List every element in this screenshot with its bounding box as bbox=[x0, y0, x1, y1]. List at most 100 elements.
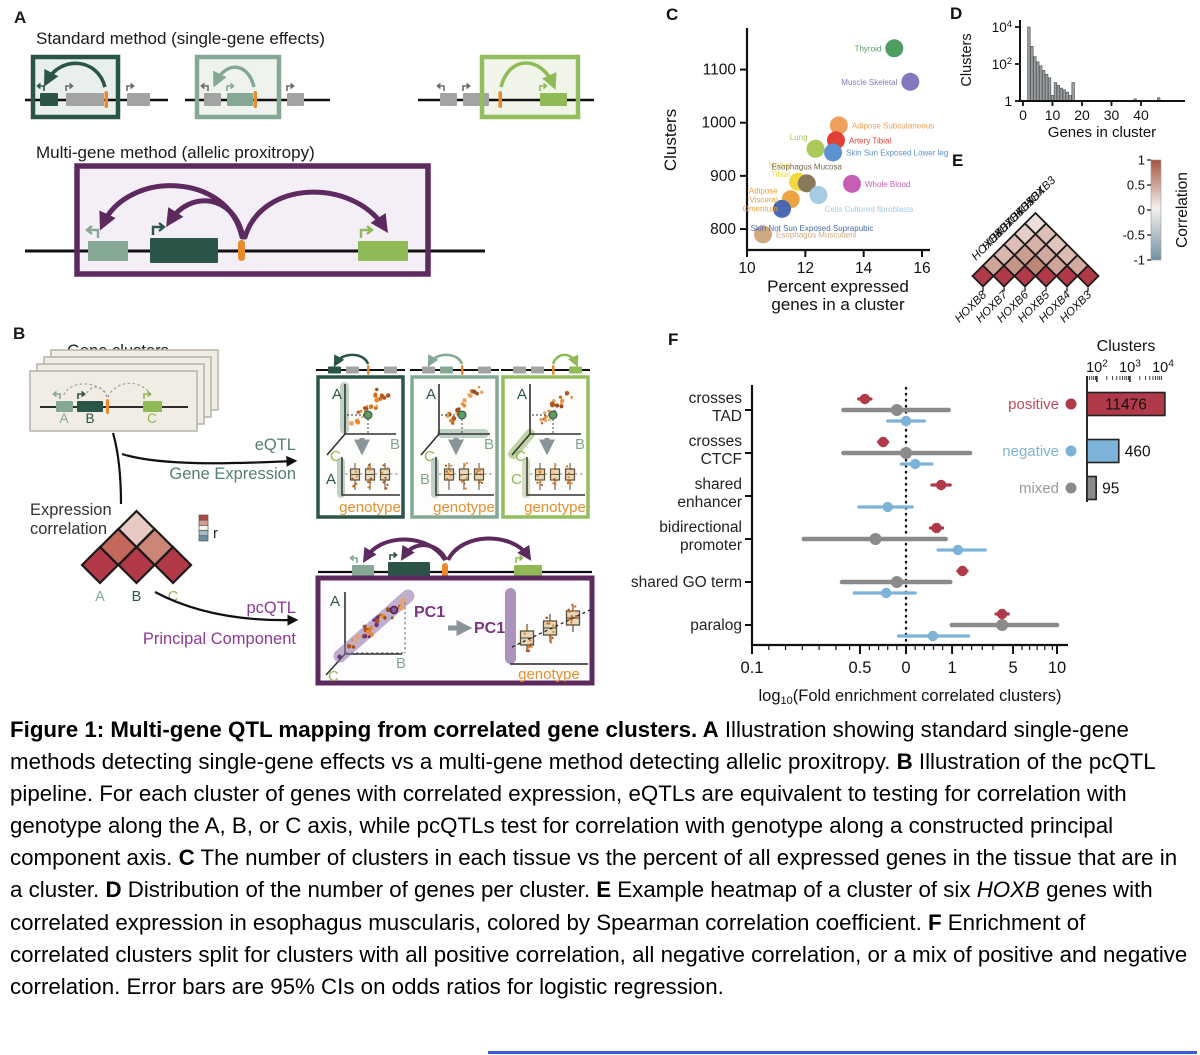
gene-a-dark bbox=[40, 93, 58, 106]
x-axis-title: log10(Fold enrichment correlated cluster… bbox=[759, 687, 1062, 707]
pc1-label: PC1 bbox=[474, 620, 505, 637]
highlight-dot bbox=[548, 410, 558, 420]
variant-tick bbox=[367, 365, 370, 375]
legend-axis-label: 102 bbox=[1086, 358, 1108, 376]
scatter-dot bbox=[359, 409, 363, 413]
hist-bar bbox=[1071, 82, 1075, 102]
y-tick-label: 900 bbox=[710, 168, 736, 185]
scatter-dot bbox=[471, 389, 477, 395]
gene-b-sage bbox=[227, 93, 253, 106]
variant-tick bbox=[104, 91, 108, 108]
caption-segment: Illustration showing standard single-gen… bbox=[10, 717, 1129, 775]
y-axis-title: Clusters bbox=[959, 33, 975, 86]
scatter-point-label: Adipose Subcutaneous bbox=[852, 121, 934, 130]
forest-point bbox=[927, 630, 939, 642]
forest-point bbox=[869, 533, 882, 545]
scatter-dot bbox=[570, 396, 574, 399]
legend-dot bbox=[1065, 445, 1077, 457]
gene-b-dark bbox=[150, 238, 218, 263]
axis-b-label: B bbox=[390, 436, 400, 453]
caption-segment: Enrichment of correlated clusters split … bbox=[10, 909, 1188, 999]
scatter-dot bbox=[373, 406, 378, 410]
x-axis-title: Percent expressed bbox=[767, 277, 909, 296]
scatter-point bbox=[824, 143, 843, 162]
category-label: TAD bbox=[712, 408, 742, 425]
label: B bbox=[396, 655, 406, 672]
scatter-dot bbox=[548, 418, 551, 422]
colorbar-tick-label: -0.5 bbox=[1123, 228, 1145, 243]
mini-correlation-heatmap: A B C r bbox=[80, 509, 218, 605]
axis-b-label: B bbox=[484, 436, 494, 453]
scatter-dot bbox=[477, 385, 481, 389]
hist-bar bbox=[1065, 91, 1069, 102]
scatter-dot bbox=[361, 415, 364, 419]
heatmap-gene-c-label: C bbox=[168, 589, 178, 605]
scatter-point bbox=[829, 116, 848, 135]
scatter-dot bbox=[363, 406, 367, 410]
colorbar-title: Correlation bbox=[1174, 172, 1191, 248]
scatter-point bbox=[806, 139, 825, 158]
boxplot-axis-label: A bbox=[326, 471, 336, 488]
legend-axis-label: 104 bbox=[1152, 358, 1174, 376]
scatter-dot bbox=[543, 411, 547, 415]
mini-gene bbox=[384, 366, 397, 374]
x-axis-title: genes in a cluster bbox=[771, 295, 905, 314]
scatter-dot bbox=[558, 395, 563, 400]
genotype-label: genotype bbox=[433, 499, 495, 516]
caption-segment: C bbox=[178, 845, 195, 871]
scatter-dot bbox=[451, 416, 457, 421]
panel-d-label: D bbox=[950, 4, 962, 23]
scatter-point bbox=[843, 174, 861, 193]
colorbar-tick-label: 0 bbox=[1138, 203, 1145, 218]
category-label: crosses bbox=[689, 433, 743, 450]
mini-gene bbox=[328, 366, 341, 374]
flow-curve bbox=[111, 432, 123, 505]
panel-f-label: F bbox=[668, 330, 678, 349]
axis-a-label: A bbox=[332, 386, 342, 403]
forest-point bbox=[957, 565, 968, 577]
x-tick-label: 0 bbox=[1019, 107, 1027, 123]
legend-entry-label: mixed bbox=[1019, 480, 1059, 497]
mini-gene bbox=[422, 366, 435, 374]
x-tick-label: 0 bbox=[901, 659, 910, 677]
panel-c-scatter: C 10 12 14 16 800 900 1000 1100 Clusters Percent e… bbox=[661, 5, 948, 314]
panel-c-label: C bbox=[666, 5, 678, 24]
panel-a-title-standard: Standard method (single-gene effects) bbox=[36, 29, 325, 48]
caption-segment: B bbox=[896, 749, 913, 775]
hist-bar bbox=[1062, 89, 1066, 102]
x-axis-title: Genes in cluster bbox=[1048, 124, 1156, 141]
panel-a-label: A bbox=[14, 8, 26, 27]
expression-corr-label-1: Expression bbox=[30, 501, 112, 519]
legend-entry-label: negative bbox=[1002, 443, 1059, 460]
gene-c-light bbox=[358, 241, 408, 261]
forest-point bbox=[996, 619, 1009, 631]
category-label: promoter bbox=[680, 537, 742, 554]
scatter-dot bbox=[554, 403, 560, 408]
highlight-dot bbox=[457, 410, 467, 420]
pcqtl-box: A B C PC1 PC1 genotype bbox=[315, 536, 595, 686]
cropped-link-line bbox=[488, 1051, 1197, 1054]
scatter-dot bbox=[468, 393, 473, 399]
panel-d-histogram: D 1 102 104 0 10 20 30 40 Clusters Genes in cluste… bbox=[950, 4, 1185, 141]
genotype-label: genotype bbox=[339, 499, 401, 516]
scatter-point bbox=[901, 72, 920, 91]
colorbar-tick-label: 1 bbox=[1138, 153, 1145, 168]
colorbar-tick-label: 0.5 bbox=[1127, 178, 1145, 193]
panel-e-label: E bbox=[952, 151, 963, 170]
forest-legend: Clusters 102 103 104 positive 11476 negative 46… bbox=[1002, 338, 1174, 502]
r-colorbar-cell bbox=[198, 535, 209, 542]
r-colorbar-cell bbox=[198, 530, 209, 537]
y-tick-label: 1 bbox=[1004, 94, 1012, 109]
hist-bar bbox=[1036, 61, 1040, 102]
scatter-point-label: Tibial bbox=[771, 170, 790, 179]
x-tick-label: 0.1 bbox=[741, 659, 764, 677]
scatter-dot bbox=[379, 393, 384, 398]
eqtl-sub-label: Gene Expression bbox=[169, 465, 296, 483]
scatter-dot bbox=[456, 407, 461, 412]
panel-b-right-diagrams: ABCAgenotypeABCBgenotypeABCCgenotypeABCP… bbox=[315, 353, 595, 686]
forest-point bbox=[859, 393, 871, 405]
forest-point bbox=[890, 404, 903, 416]
gene-cluster-cards: A B C bbox=[29, 349, 219, 432]
